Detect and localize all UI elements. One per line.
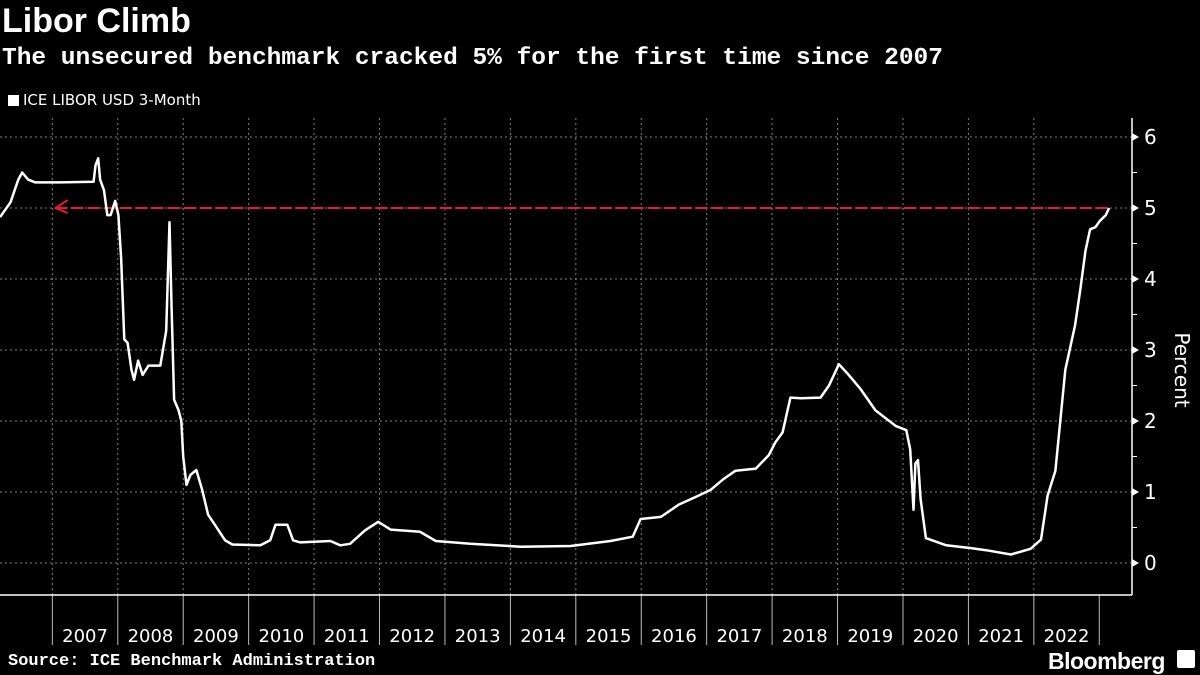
x-tick-label: 2010 (258, 626, 304, 647)
x-tick-label: 2015 (586, 626, 632, 647)
x-tick-label: 2011 (324, 626, 370, 647)
legend-swatch (8, 94, 19, 106)
bloomberg-logo: Bloomberg (1048, 648, 1165, 674)
y-axis-label: Percent (1170, 332, 1194, 407)
x-tick-label: 2009 (193, 626, 239, 647)
y-tick-mark (1132, 133, 1139, 141)
y-tick-label: 5 (1144, 196, 1157, 220)
y-tick-mark (1132, 204, 1139, 212)
x-tick-label: 2017 (716, 626, 762, 647)
x-tick-label: 2008 (128, 626, 174, 647)
x-tick-label: 2020 (913, 626, 959, 647)
x-tick-label: 2013 (455, 626, 501, 647)
x-tick-label: 2019 (847, 626, 893, 647)
x-tick-label: 2021 (978, 626, 1024, 647)
y-tick-mark (1132, 488, 1139, 496)
source-note: Source: ICE Benchmark Administration (8, 652, 376, 671)
x-tick-label: 2016 (651, 626, 697, 647)
y-tick-label: 6 (1144, 125, 1157, 149)
reference-arrow-icon (53, 199, 69, 214)
bloomberg-chart-icon (1177, 650, 1195, 668)
x-tick-label: 2022 (1044, 626, 1090, 647)
x-tick-label: 2014 (520, 626, 566, 647)
x-tick-label: 2012 (389, 626, 435, 647)
x-tick-label: 2018 (782, 626, 828, 647)
y-tick-label: 4 (1144, 267, 1157, 291)
chart-subtitle: The unsecured benchmark cracked 5% for t… (2, 45, 943, 72)
y-tick-label: 2 (1144, 409, 1157, 433)
y-tick-mark (1132, 417, 1139, 425)
chart-title: Libor Climb (2, 2, 191, 40)
x-tick-label: 2007 (62, 626, 108, 647)
y-tick-mark (1132, 346, 1139, 354)
series-line-libor (0, 157, 1111, 556)
y-tick-label: 3 (1144, 338, 1157, 362)
y-tick-label: 1 (1144, 480, 1157, 504)
legend-label: ICE LIBOR USD 3-Month (23, 91, 201, 109)
y-tick-mark (1132, 275, 1139, 283)
legend: ICE LIBOR USD 3-Month (8, 91, 201, 109)
y-tick-mark (1132, 559, 1139, 567)
y-tick-label: 0 (1144, 551, 1157, 575)
